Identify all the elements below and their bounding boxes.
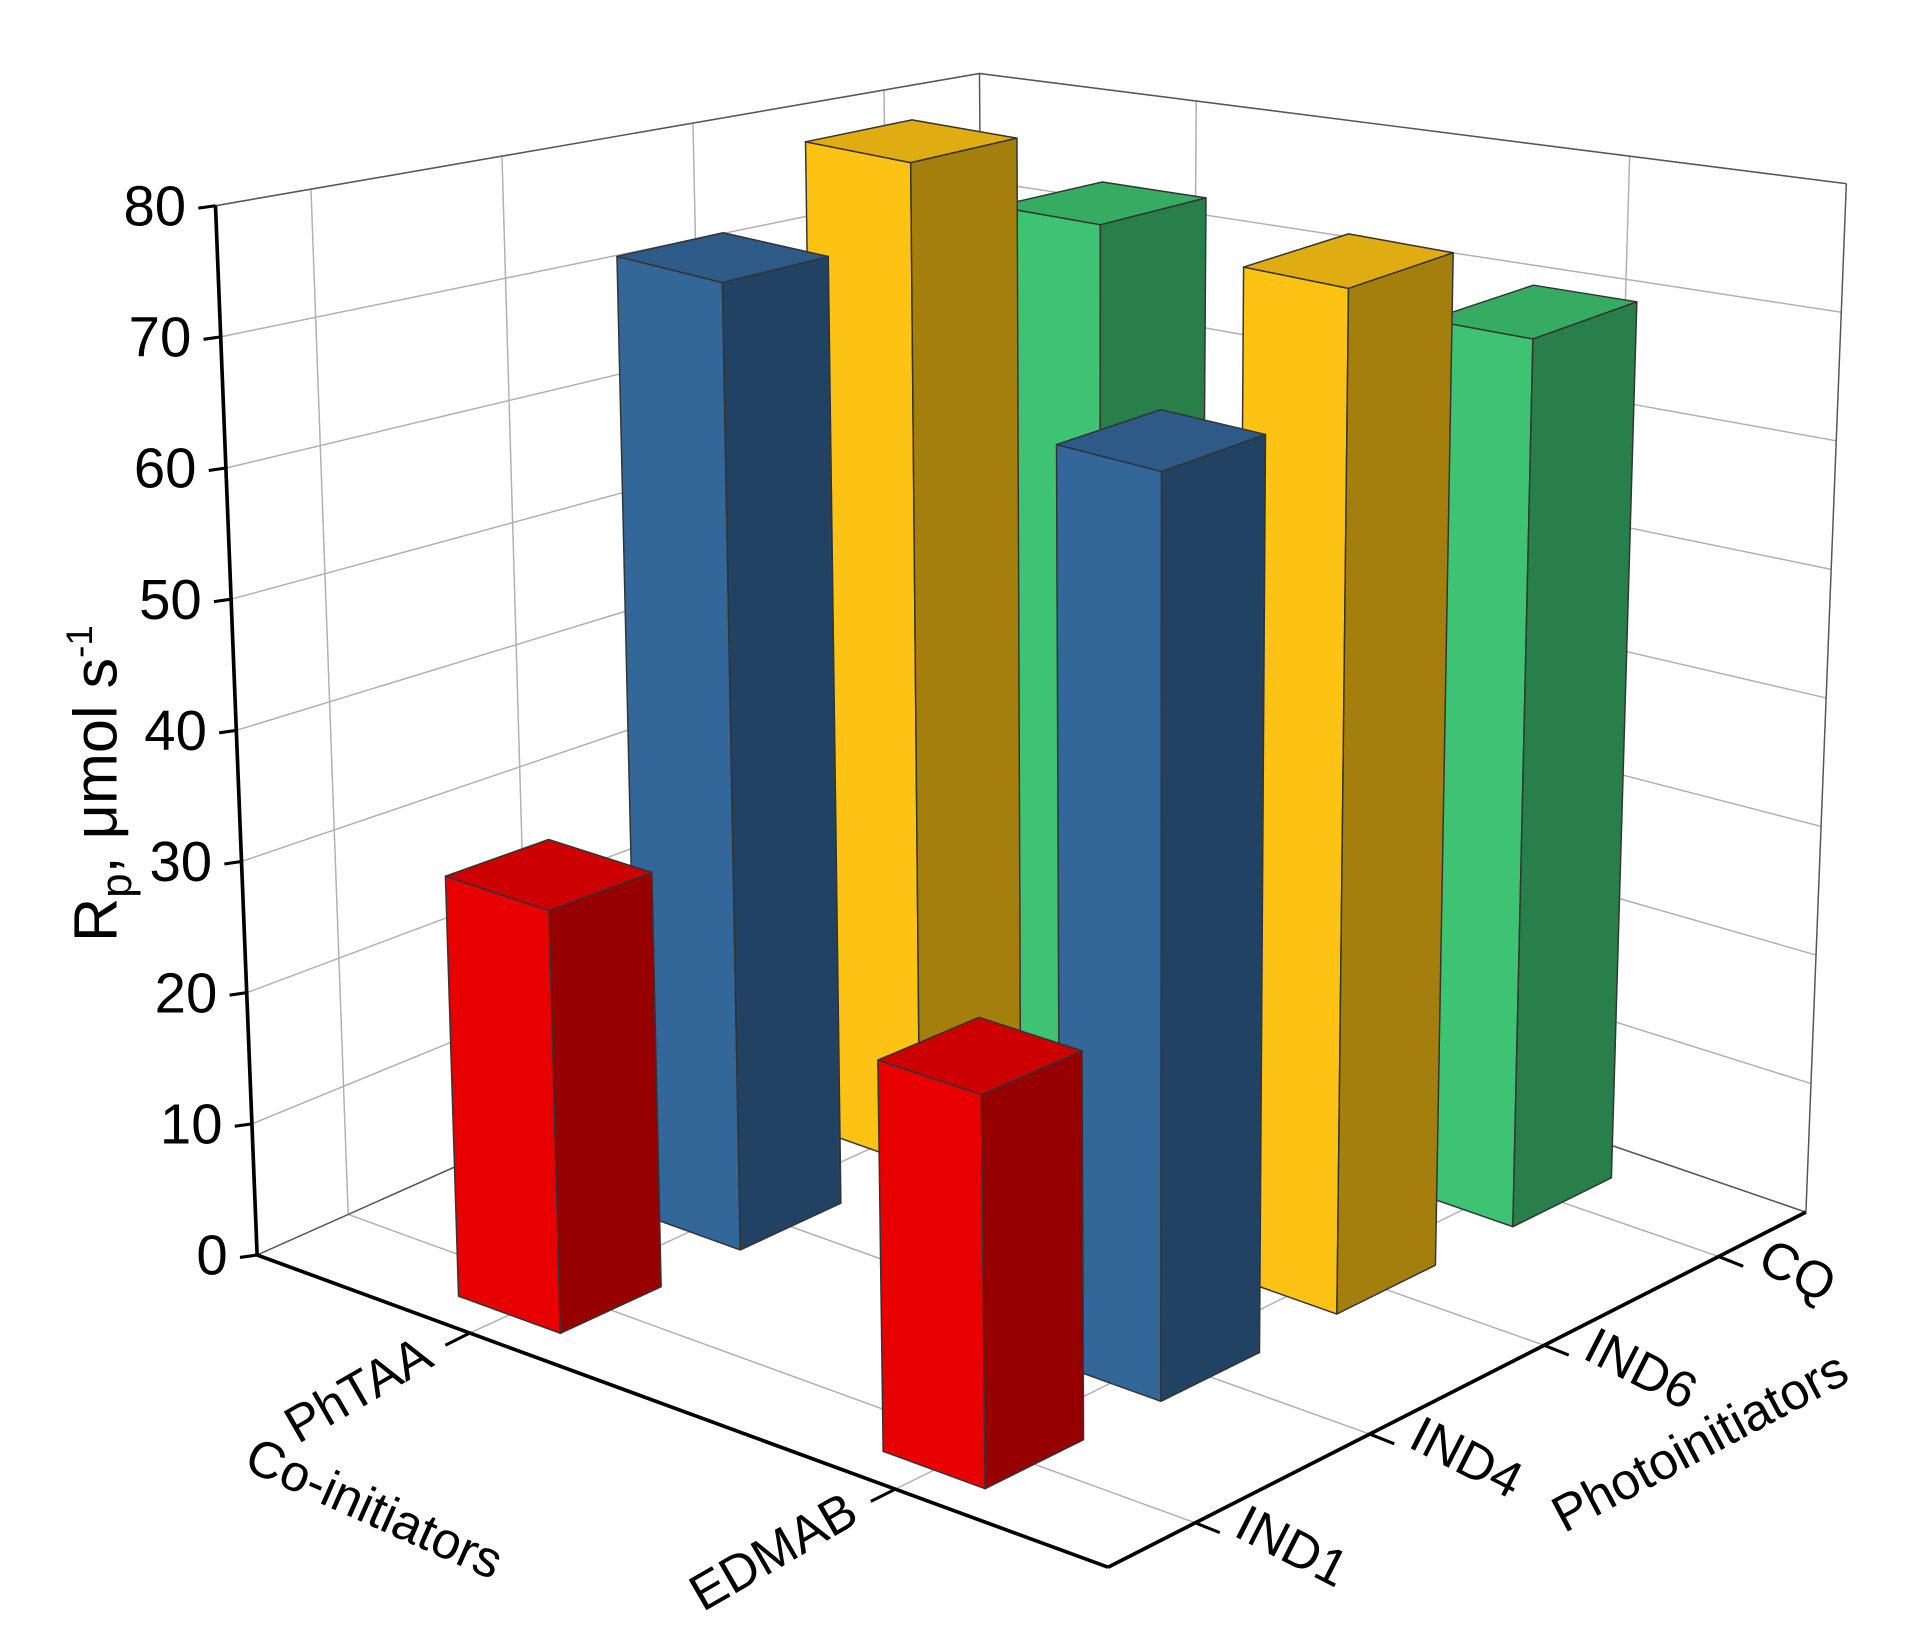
grid-line <box>310 189 349 1215</box>
y-tick-label: 80 <box>123 174 186 237</box>
z-tick-label: CQ <box>1750 1227 1845 1314</box>
y-tick <box>213 597 232 604</box>
y-tick-label: 10 <box>160 1092 223 1155</box>
bar-side <box>1160 433 1267 1403</box>
z-tick <box>1194 1521 1221 1535</box>
grid-line <box>979 72 1847 185</box>
bar-top <box>444 838 653 912</box>
y-axis-title: Rp, μmol s-1 <box>59 625 141 942</box>
y-tick <box>224 860 242 866</box>
x-tick-label: PhTAA <box>274 1324 441 1454</box>
bar-top <box>616 232 830 284</box>
y-tick-label: 50 <box>139 568 202 631</box>
x-tick-label: EDMAB <box>679 1480 866 1622</box>
bar-top <box>877 1016 1083 1096</box>
y-tick-label: 30 <box>149 830 212 893</box>
y-title-sub: p <box>92 873 141 898</box>
x-axis-title: Co-initiators <box>238 1426 512 1591</box>
z-axis <box>1107 1210 1807 1569</box>
y-title-sup: -1 <box>59 625 100 658</box>
bar-front <box>877 1059 986 1490</box>
bar-side <box>721 255 842 1251</box>
bar-front <box>444 875 562 1335</box>
bar-side <box>1512 301 1638 1228</box>
z-tick <box>1369 1432 1395 1446</box>
y-tick <box>234 1122 253 1128</box>
x-tick <box>444 1331 471 1347</box>
bar-top <box>995 181 1207 226</box>
y-tick <box>218 728 237 735</box>
z-tick <box>1718 1255 1744 1268</box>
y-tick-label: 0 <box>196 1224 227 1287</box>
z-tick-label: IND1 <box>1227 1493 1358 1598</box>
y-tick <box>229 991 247 997</box>
grid-line <box>215 72 1847 207</box>
bars <box>444 119 1638 1490</box>
bar-side <box>980 1050 1085 1490</box>
bar-top <box>1055 408 1267 473</box>
bar-top <box>1242 233 1454 290</box>
y-tick-label: 40 <box>144 699 207 762</box>
y-tick-label: 60 <box>134 437 197 500</box>
y-tick-label: 20 <box>155 961 218 1024</box>
z-tick-label: IND4 <box>1401 1404 1532 1509</box>
grid-line <box>1805 183 1848 1213</box>
y-tick-label: 70 <box>129 305 192 368</box>
y-title-main: R <box>61 898 129 942</box>
y-title-unit: , μmol s <box>61 658 129 873</box>
bar-side <box>1336 251 1454 1315</box>
bar-side <box>548 871 662 1335</box>
bar-side <box>909 137 1022 1168</box>
x-tick <box>870 1487 896 1503</box>
y-tick <box>208 466 227 473</box>
z-tick-label: IND6 <box>1576 1316 1707 1421</box>
z-tick <box>1543 1343 1570 1357</box>
bar-top <box>1428 284 1638 340</box>
grid-line <box>215 72 980 207</box>
x-axis <box>256 1253 1109 1569</box>
y-tick <box>239 1253 258 1259</box>
bar-top <box>804 119 1018 164</box>
y-tick <box>203 335 221 341</box>
y-tick <box>198 204 216 210</box>
